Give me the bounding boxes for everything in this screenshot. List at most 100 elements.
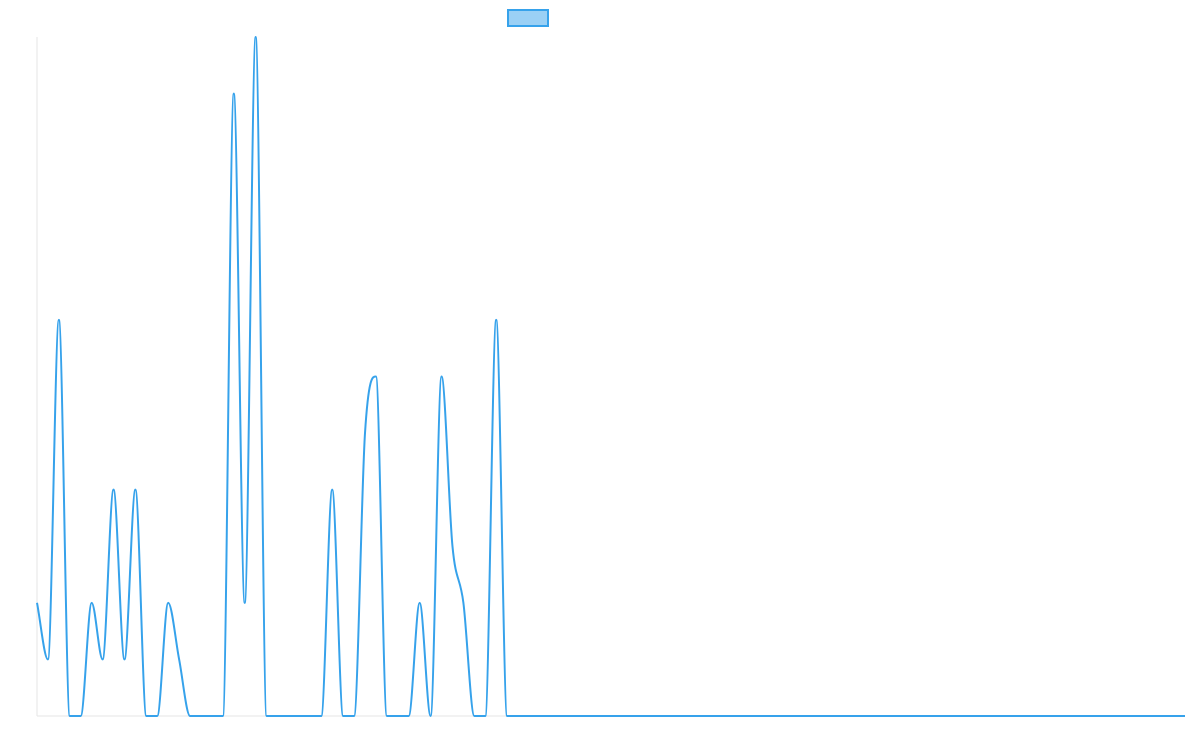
data-point[interactable] [559, 713, 565, 719]
data-point[interactable] [777, 713, 783, 719]
data-point[interactable] [963, 713, 969, 719]
data-point[interactable] [132, 487, 138, 493]
data-point[interactable] [111, 487, 117, 493]
data-point[interactable] [187, 713, 193, 719]
data-point[interactable] [1007, 713, 1013, 719]
data-point[interactable] [231, 91, 237, 97]
data-point[interactable] [1018, 713, 1024, 719]
data-point[interactable] [1040, 713, 1046, 719]
data-point[interactable] [996, 713, 1002, 719]
data-point[interactable] [876, 713, 882, 719]
data-point[interactable] [285, 713, 291, 719]
data-point[interactable] [417, 600, 423, 606]
data-point[interactable] [209, 713, 215, 719]
data-point[interactable] [198, 713, 204, 719]
data-point[interactable] [624, 713, 630, 719]
data-point[interactable] [471, 713, 477, 719]
data-point[interactable] [395, 713, 401, 719]
data-point[interactable] [493, 317, 499, 323]
data-point[interactable] [941, 713, 947, 719]
data-point[interactable] [952, 713, 958, 719]
data-point[interactable] [45, 656, 51, 662]
data-point[interactable] [460, 600, 466, 606]
data-point[interactable] [318, 713, 324, 719]
data-point[interactable] [220, 713, 226, 719]
data-point[interactable] [253, 34, 259, 40]
data-point[interactable] [406, 713, 412, 719]
data-point[interactable] [34, 600, 40, 606]
data-point[interactable] [373, 374, 379, 380]
data-point[interactable] [1029, 713, 1035, 719]
data-point[interactable] [767, 713, 773, 719]
data-point[interactable] [362, 430, 368, 436]
data-point[interactable] [1073, 713, 1079, 719]
data-point[interactable] [854, 713, 860, 719]
data-point[interactable] [657, 713, 663, 719]
data-point[interactable] [165, 600, 171, 606]
data-point[interactable] [548, 713, 554, 719]
data-point[interactable] [143, 713, 149, 719]
data-point[interactable] [668, 713, 674, 719]
data-point[interactable] [176, 656, 182, 662]
data-point[interactable] [1084, 713, 1090, 719]
data-point[interactable] [1160, 713, 1166, 719]
data-point[interactable] [329, 487, 335, 493]
data-point[interactable] [1105, 713, 1111, 719]
data-point[interactable] [1127, 713, 1133, 719]
data-point[interactable] [635, 713, 641, 719]
data-point[interactable] [1182, 713, 1188, 719]
data-point[interactable] [242, 600, 248, 606]
data-point[interactable] [296, 713, 302, 719]
data-point[interactable] [428, 713, 434, 719]
legend-swatch[interactable] [507, 9, 549, 27]
data-point[interactable] [154, 713, 160, 719]
data-point[interactable] [384, 713, 390, 719]
data-point[interactable] [931, 713, 937, 719]
data-point[interactable] [515, 713, 521, 719]
data-point[interactable] [351, 713, 357, 719]
data-point[interactable] [439, 374, 445, 380]
data-point[interactable] [832, 713, 838, 719]
data-point[interactable] [1051, 713, 1057, 719]
data-point[interactable] [1171, 713, 1177, 719]
data-point[interactable] [537, 713, 543, 719]
data-point[interactable] [788, 713, 794, 719]
data-point[interactable] [865, 713, 871, 719]
data-point[interactable] [898, 713, 904, 719]
data-point[interactable] [1062, 713, 1068, 719]
data-point[interactable] [909, 713, 915, 719]
data-point[interactable] [264, 713, 270, 719]
data-point[interactable] [810, 713, 816, 719]
data-point[interactable] [887, 713, 893, 719]
data-point[interactable] [121, 656, 127, 662]
data-point[interactable] [712, 713, 718, 719]
data-point[interactable] [734, 713, 740, 719]
data-point[interactable] [756, 713, 762, 719]
data-point[interactable] [89, 600, 95, 606]
data-point[interactable] [592, 713, 598, 719]
data-point[interactable] [482, 713, 488, 719]
data-point[interactable] [613, 713, 619, 719]
data-point[interactable] [679, 713, 685, 719]
data-point[interactable] [843, 713, 849, 719]
data-point[interactable] [56, 317, 62, 323]
data-point[interactable] [690, 713, 696, 719]
data-point[interactable] [449, 543, 455, 549]
data-point[interactable] [603, 713, 609, 719]
data-point[interactable] [701, 713, 707, 719]
data-point[interactable] [581, 713, 587, 719]
data-point[interactable] [920, 713, 926, 719]
data-point[interactable] [799, 713, 805, 719]
data-point[interactable] [745, 713, 751, 719]
data-point[interactable] [78, 713, 84, 719]
data-point[interactable] [340, 713, 346, 719]
data-point[interactable] [1095, 713, 1101, 719]
data-point[interactable] [275, 713, 281, 719]
data-point[interactable] [526, 713, 532, 719]
data-point[interactable] [723, 713, 729, 719]
data-point[interactable] [570, 713, 576, 719]
data-point[interactable] [67, 713, 73, 719]
data-point[interactable] [821, 713, 827, 719]
data-point[interactable] [504, 713, 510, 719]
data-point[interactable] [985, 713, 991, 719]
